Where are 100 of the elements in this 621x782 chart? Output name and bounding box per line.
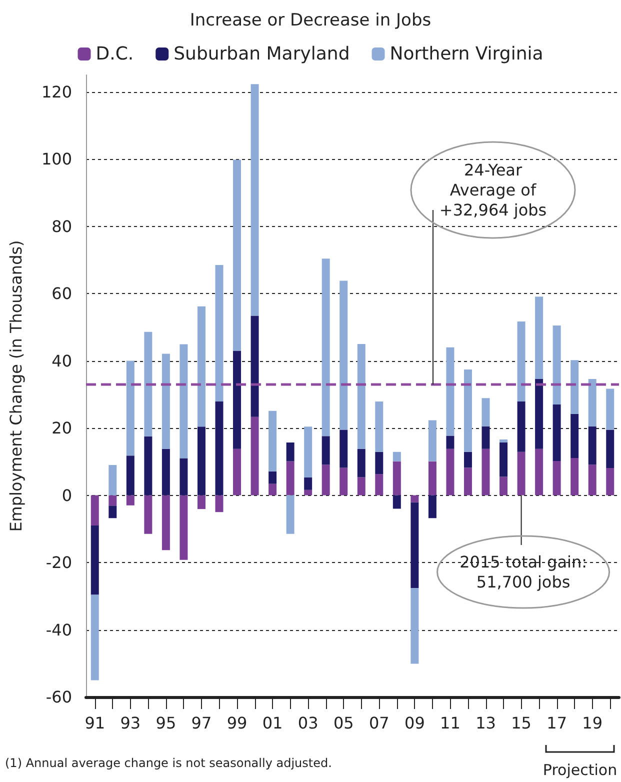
y-tick-label: -20 bbox=[46, 553, 72, 572]
bar bbox=[375, 401, 384, 452]
bar bbox=[340, 430, 348, 468]
bar bbox=[428, 461, 436, 496]
bar bbox=[304, 477, 312, 490]
bar bbox=[428, 420, 436, 462]
bar bbox=[322, 258, 330, 436]
bar bbox=[250, 84, 259, 316]
bar bbox=[108, 465, 117, 496]
bar bbox=[606, 430, 614, 468]
ref-line-label: 24-Year Average of +32,964 jobs bbox=[439, 160, 547, 220]
bar bbox=[233, 160, 242, 351]
bar bbox=[340, 468, 348, 496]
bar bbox=[162, 448, 170, 496]
bar bbox=[606, 388, 614, 430]
bar bbox=[90, 495, 99, 526]
bar bbox=[392, 461, 401, 496]
bar bbox=[215, 264, 224, 402]
bar bbox=[144, 332, 152, 436]
bar bbox=[570, 414, 579, 458]
bar bbox=[428, 495, 436, 518]
y-tick-label: 100 bbox=[41, 150, 72, 169]
bar bbox=[197, 495, 206, 510]
x-tick-label: 09 bbox=[404, 714, 425, 732]
bar bbox=[482, 398, 490, 426]
bar bbox=[588, 378, 596, 426]
x-tick-label: 95 bbox=[156, 714, 176, 732]
bar bbox=[482, 448, 490, 496]
bar bbox=[500, 439, 508, 442]
bar bbox=[357, 448, 366, 478]
x-tick-label: 93 bbox=[120, 714, 141, 732]
bar bbox=[375, 452, 384, 474]
legend-label: Northern Virginia bbox=[390, 44, 544, 64]
y-tick-label: 120 bbox=[41, 82, 72, 102]
bar bbox=[535, 296, 544, 379]
bar bbox=[446, 448, 454, 496]
y-axis-title: Employment Change (in Thousands) bbox=[6, 240, 26, 532]
bar bbox=[340, 280, 348, 430]
bar bbox=[375, 474, 384, 496]
bar bbox=[162, 495, 170, 550]
bar bbox=[517, 452, 526, 496]
bar bbox=[286, 442, 294, 462]
bar bbox=[588, 426, 596, 465]
bar bbox=[517, 321, 526, 402]
x-tick-label: 17 bbox=[546, 714, 567, 732]
x-tick-label: 03 bbox=[298, 714, 318, 732]
bar bbox=[90, 594, 99, 680]
bar bbox=[233, 448, 242, 496]
legend-title: Increase or Decrease in Jobs bbox=[190, 10, 432, 30]
bar bbox=[482, 426, 490, 449]
bar bbox=[90, 526, 99, 595]
bar bbox=[197, 426, 206, 496]
bar bbox=[304, 426, 312, 478]
bar bbox=[535, 448, 544, 496]
y-tick-label: 20 bbox=[52, 418, 72, 438]
x-tick-label: 19 bbox=[582, 714, 603, 732]
bar bbox=[108, 506, 117, 518]
y-tick-label: 40 bbox=[52, 351, 72, 370]
bar bbox=[446, 436, 454, 449]
x-tick-label: 15 bbox=[511, 714, 532, 732]
text: (1) Annual average change is not seasonally adjusted. bbox=[5, 756, 332, 770]
y-tick-label: -40 bbox=[46, 620, 72, 640]
bar bbox=[126, 495, 134, 506]
x-tick-label: 05 bbox=[333, 714, 354, 732]
bar bbox=[410, 495, 419, 502]
bar bbox=[535, 378, 544, 449]
y-tick-label: -60 bbox=[46, 688, 72, 706]
x-tick-label: 97 bbox=[191, 714, 212, 732]
bar bbox=[286, 461, 294, 496]
bar bbox=[180, 495, 188, 560]
bar bbox=[392, 495, 401, 509]
y-tick-label: 60 bbox=[52, 284, 72, 304]
bar bbox=[180, 458, 188, 496]
bar bbox=[304, 490, 312, 496]
bar bbox=[606, 468, 614, 496]
bar bbox=[215, 495, 224, 512]
bar bbox=[410, 588, 419, 664]
bar bbox=[500, 442, 508, 477]
bar bbox=[250, 316, 259, 417]
bar bbox=[588, 464, 596, 496]
y-tick-label: 0 bbox=[62, 486, 72, 505]
bar bbox=[570, 458, 579, 496]
bar bbox=[446, 347, 454, 436]
bar bbox=[357, 344, 366, 449]
x-tick-label: 11 bbox=[440, 714, 460, 732]
text: Projection bbox=[542, 761, 618, 779]
bar bbox=[464, 370, 472, 452]
x-tick-label: 13 bbox=[476, 714, 496, 732]
bar bbox=[180, 344, 188, 458]
bar bbox=[552, 460, 561, 496]
bar bbox=[570, 360, 579, 414]
bar bbox=[197, 306, 206, 427]
bar bbox=[552, 404, 561, 461]
legend-label: Suburban Maryland bbox=[174, 44, 350, 64]
x-tick-label: 01 bbox=[262, 714, 283, 732]
bar bbox=[517, 401, 526, 452]
bar bbox=[322, 464, 330, 496]
bar bbox=[286, 495, 294, 534]
y-tick-label: 80 bbox=[52, 216, 72, 236]
bar bbox=[126, 360, 134, 456]
